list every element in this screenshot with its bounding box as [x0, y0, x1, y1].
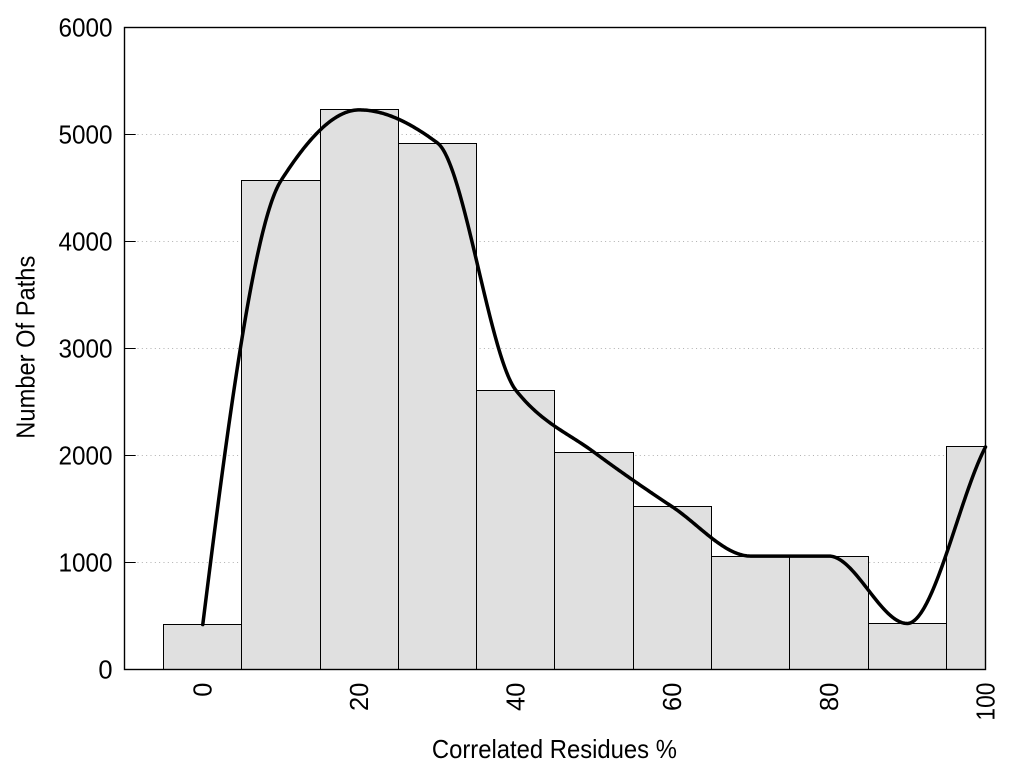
svg-text:80: 80: [816, 683, 844, 711]
svg-text:Number Of Paths: Number Of Paths: [11, 256, 41, 439]
svg-text:20: 20: [346, 683, 374, 711]
svg-text:1000: 1000: [59, 549, 113, 577]
svg-text:0: 0: [190, 683, 218, 697]
svg-text:5000: 5000: [59, 121, 113, 149]
svg-text:40: 40: [503, 683, 531, 711]
svg-text:2000: 2000: [59, 442, 113, 470]
svg-text:Correlated Residues %: Correlated Residues %: [432, 734, 677, 764]
svg-text:0: 0: [98, 656, 112, 684]
svg-text:4000: 4000: [59, 228, 113, 256]
svg-text:100: 100: [972, 683, 1000, 721]
svg-text:6000: 6000: [59, 14, 113, 42]
svg-text:60: 60: [659, 683, 687, 711]
svg-text:3000: 3000: [59, 335, 113, 363]
